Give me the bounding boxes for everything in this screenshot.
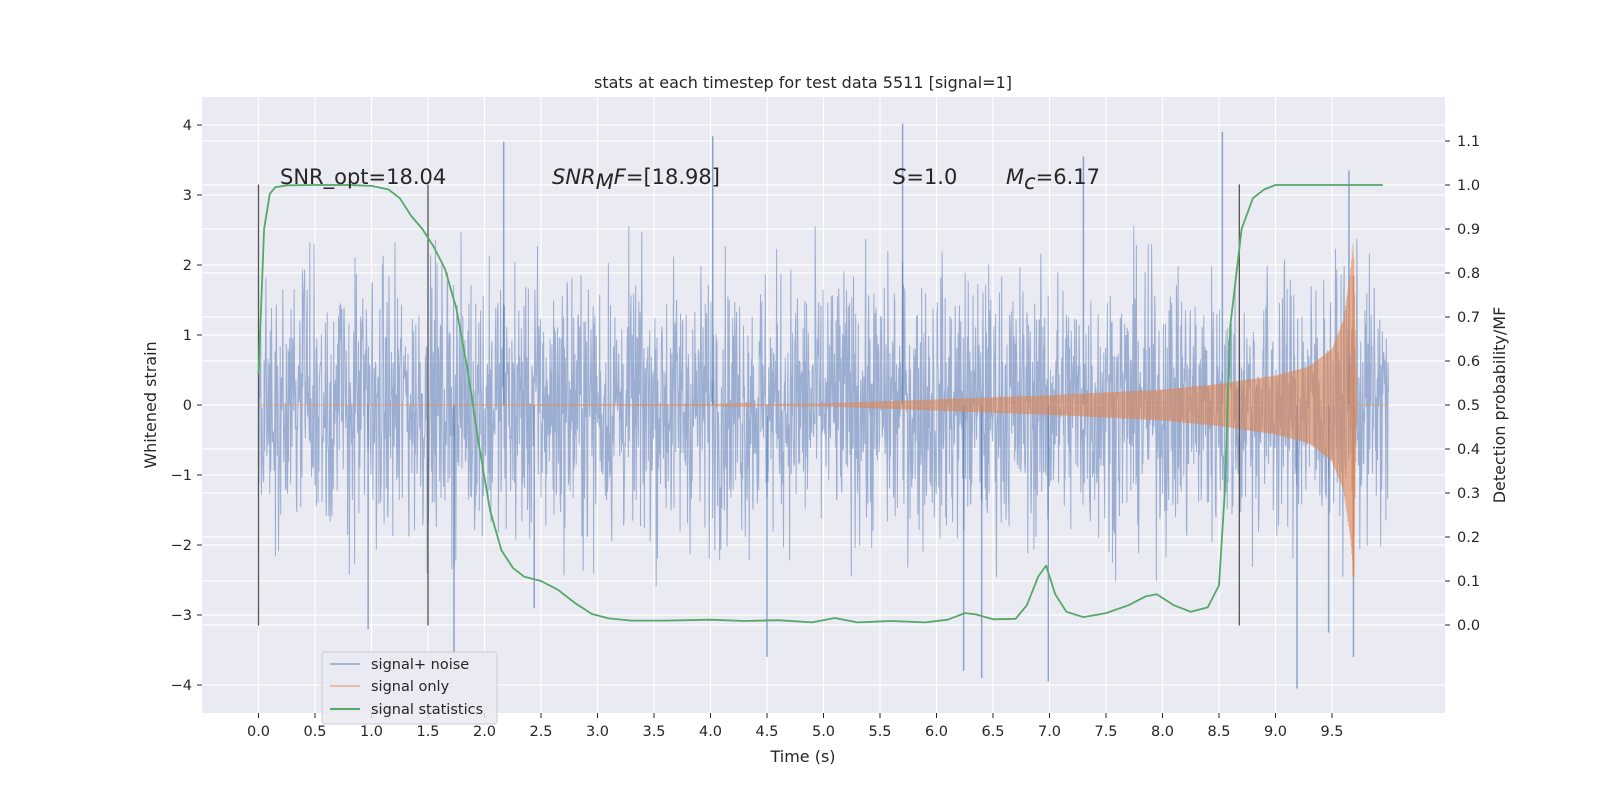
y2-tick-label: 0.9 (1457, 222, 1480, 238)
y-tick-label: −1 (171, 468, 192, 484)
x-axis-ticks: 0.0 0.5 1.0 1.5 2.0 2.5 3.0 3.5 4.0 4.5 5.0 5.5 6.0 6… (247, 713, 1344, 740)
annotation-snr-mf-f: F (614, 165, 627, 189)
y2-tick-label: 0.7 (1457, 310, 1480, 326)
y-tick-label: 2 (183, 258, 192, 274)
annotation-mc-sub: c (1024, 170, 1036, 194)
x-tick-label: 0.0 (247, 724, 270, 740)
annotation-snr-opt: SNR_opt=18.04 (280, 165, 446, 190)
x-tick-label: 8.0 (1151, 724, 1174, 740)
x-tick-label: 2.0 (473, 724, 496, 740)
annotation-s-value: =1.0 (906, 165, 957, 189)
annotation-s-symbol: S (893, 165, 906, 189)
y2-tick-label: 0.6 (1457, 354, 1480, 370)
legend-box (321, 651, 498, 725)
y2-tick-label: 0.4 (1457, 442, 1480, 458)
vertical-markers (257, 184, 1240, 626)
y-axis-label: Whitened strain (141, 341, 160, 468)
annotation-snr-mf-value: =[18.98] (626, 165, 720, 189)
y2-axis-ticks: 1.1 1.0 0.9 0.8 0.7 0.6 0.5 0.4 0.3 0.2 0.1 0.0 (1445, 134, 1480, 634)
x-tick-label: 5.5 (868, 724, 891, 740)
x-tick-label: 2.5 (529, 724, 552, 740)
annotation-mc: Mc=6.17 (1006, 165, 1100, 194)
signal-trace (258, 244, 1389, 570)
annotation-s: S=1.0 (893, 165, 957, 189)
legend-label-noise: signal+ noise (371, 657, 469, 673)
y-tick-label: −3 (171, 608, 192, 624)
x-tick-label: 4.0 (699, 724, 722, 740)
annotation-mc-symbol: M (1006, 165, 1024, 189)
x-tick-label: 1.0 (360, 724, 383, 740)
x-tick-label: 5.0 (812, 724, 835, 740)
y2-tick-label: 1.0 (1457, 178, 1480, 194)
y-tick-label: −4 (171, 678, 192, 694)
x-tick-label: 8.5 (1207, 724, 1230, 740)
annotation-mc-value: =6.17 (1036, 165, 1100, 189)
y2-tick-label: 0.1 (1457, 574, 1480, 590)
legend: signal+ noise signal only signal statist… (321, 651, 498, 725)
x-tick-label: 0.5 (303, 724, 326, 740)
y2-tick-label: 1.1 (1457, 134, 1480, 150)
y-axis-ticks: 4 3 2 1 0 −1 −2 −3 −4 (171, 118, 202, 694)
x-tick-label: 3.0 (586, 724, 609, 740)
stats-trace (257, 184, 1383, 624)
y2-tick-label: 0.2 (1457, 530, 1480, 546)
stats-series (257, 184, 1383, 624)
y-tick-label: 1 (183, 328, 192, 344)
signal-series (258, 244, 1389, 577)
annotation-snr-mf-sub: M (596, 170, 614, 194)
x-tick-label: 3.5 (642, 724, 665, 740)
x-tick-label: 6.5 (981, 724, 1004, 740)
annotation-snr-mf: SNRMF=[18.98] (552, 165, 720, 194)
y-tick-label: −2 (171, 538, 192, 554)
y2-axis-label: Detection probability/MF (1490, 307, 1509, 504)
legend-label-stats: signal statistics (371, 702, 483, 718)
chart-title: stats at each timestep for test data 551… (594, 73, 1012, 92)
legend-label-signal: signal only (371, 679, 450, 695)
y-tick-label: 0 (183, 398, 192, 414)
x-tick-label: 7.0 (1038, 724, 1061, 740)
noise-trace (258, 225, 1389, 587)
y-tick-label: 4 (183, 118, 192, 134)
y2-tick-label: 0.8 (1457, 266, 1480, 282)
x-tick-label: 6.0 (925, 724, 948, 740)
x-tick-label: 1.5 (416, 724, 439, 740)
annotation-snr-mf-symbol: SNR (552, 165, 596, 189)
x-axis-label: Time (s) (769, 747, 835, 766)
x-tick-label: 7.5 (1094, 724, 1117, 740)
y2-tick-label: 0.3 (1457, 486, 1480, 502)
y2-tick-label: 0.5 (1457, 398, 1480, 414)
y-tick-label: 3 (183, 188, 192, 204)
x-tick-label: 4.5 (755, 724, 778, 740)
y2-tick-label: 0.0 (1457, 618, 1480, 634)
x-tick-label: 9.0 (1264, 724, 1287, 740)
x-tick-label: 9.5 (1320, 724, 1343, 740)
